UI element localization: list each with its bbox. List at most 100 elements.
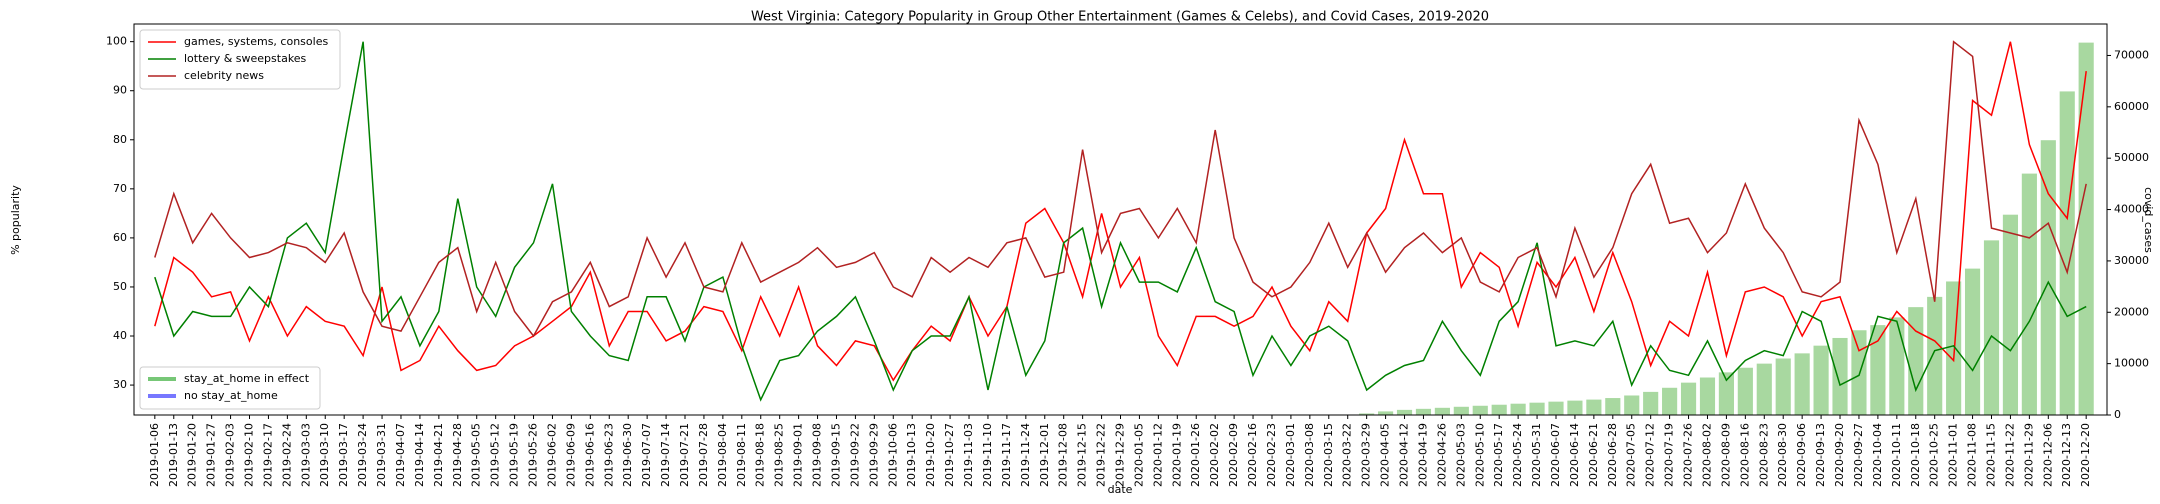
x-tick-label: 2019-08-18 [754,423,767,487]
covid-bar [2021,173,2037,415]
x-tick-label: 2019-02-10 [243,423,256,487]
covid-bar [1964,268,1981,415]
x-tick-label: 2019-01-27 [205,423,218,487]
covid-bar [1643,391,1659,415]
covid-bar [1567,400,1583,415]
x-tick-label: 2019-10-20 [924,423,937,487]
x-tick-label: 2019-02-17 [261,423,274,487]
x-tick-label: 2020-08-23 [1757,423,1770,487]
x-tick-label: 2019-02-03 [224,423,237,487]
x-tick-label: 2019-07-14 [659,423,672,487]
covid-bar [1680,382,1697,415]
y-tick-label: 50 [113,280,127,293]
covid-bar [1415,408,1432,415]
x-tick-label: 2020-01-12 [1151,423,1164,487]
x-tick-label: 2020-04-12 [1398,423,1411,487]
covid-bar [1378,411,1394,415]
x-tick-label: 2019-06-02 [545,423,558,487]
x-tick-label: 2019-03-10 [318,423,331,487]
x-tick-label: 2020-08-30 [1776,423,1789,487]
y2-tick-label: 0 [2114,408,2121,421]
covid-bar [2002,214,2019,415]
legend-label: no stay_at_home [184,389,278,402]
x-tick-label: 2020-04-19 [1416,423,1429,487]
x-tick-label: 2019-08-11 [735,423,748,487]
x-tick-label: 2019-05-26 [527,423,540,487]
x-tick-label: 2019-12-15 [1076,423,1089,487]
x-tick-label: 2019-03-24 [356,423,369,487]
x-tick-label: 2019-03-03 [299,423,312,487]
x-tick-label: 2020-10-18 [1909,423,1922,487]
x-tick-label: 2020-07-05 [1625,423,1638,487]
covid-bar [1699,377,1716,415]
y-tick-label: 60 [113,231,127,244]
x-tick-label: 2019-01-06 [148,423,161,487]
series-line [154,40,2087,338]
covid-bar [1851,330,1867,415]
x-tick-label: 2019-07-28 [697,423,710,487]
x-tick-label: 2020-04-05 [1379,423,1392,487]
legend-label: lottery & sweepstakes [184,52,307,65]
legend: games, systems, consoles lottery & sweeps… [139,29,341,90]
x-tick-label: 2019-06-23 [602,423,615,487]
x-tick-label: 2019-03-31 [375,423,388,487]
covid-bar [1434,407,1450,415]
x-tick-label: 2020-09-20 [1833,423,1846,487]
x-tick-label: 2019-06-16 [583,423,596,487]
covid-bar [1359,413,1375,415]
x-tick-label: 2019-11-03 [962,423,975,487]
x-tick-label: 2020-12-20 [2079,423,2092,487]
x-tick-label: 2019-07-21 [678,423,691,487]
covid-bar [1927,296,1943,415]
y-axis-label: % popularity [9,185,22,255]
covid-bar [1870,325,1886,415]
covid-bar [1662,387,1678,415]
y-tick-label: 100 [106,35,127,48]
x-tick-label: 2019-06-09 [564,423,577,487]
y2-tick-label: 50000 [2114,151,2149,164]
covid-bar [1718,372,1734,415]
x-tick-label: 2019-11-17 [1000,423,1013,487]
x-tick-label: 2020-02-16 [1246,423,1259,487]
x-tick-label: 2019-07-07 [640,423,653,487]
x-tick-label: 2019-08-04 [716,423,729,487]
x-tick-label: 2019-01-20 [186,423,199,487]
y2-axis-label: covid_cases [2142,187,2155,253]
x-tick-label: 2020-12-13 [2060,423,2073,487]
covid-bar [1832,337,1848,415]
x-tick-label: 2019-12-01 [1038,423,1051,487]
chart-title: West Virginia: Category Popularity in Gr… [751,10,1489,25]
covid-bar [1794,353,1810,415]
legend-label: games, systems, consoles [184,35,328,48]
x-tick-label: 2020-06-07 [1549,423,1562,487]
series-line [154,41,2087,402]
covid-bar [1946,281,1962,415]
x-tick-label: 2020-05-17 [1492,423,1505,487]
x-tick-label: 2019-03-17 [337,423,350,487]
covid-bar [1775,358,1791,415]
x-tick-label: 2019-09-22 [848,423,861,487]
x-tick-label: 2019-09-29 [867,423,880,487]
covid-bar [1491,404,1507,415]
covid-bar [1756,363,1772,415]
x-tick-label: 2020-03-01 [1284,423,1297,487]
x-tick-label: 2020-04-26 [1435,423,1448,487]
covid-bar [1396,409,1413,415]
covid-bar [2059,91,2075,416]
x-tick-label: 2020-01-19 [1170,423,1183,487]
x-tick-label: 2020-12-06 [2041,423,2054,487]
y-tick-label: 80 [113,133,127,146]
x-tick-label: 2020-11-29 [2022,423,2035,487]
x-tick-label: 2020-05-24 [1511,423,1524,487]
x-tick-label: 2020-10-11 [1890,423,1903,487]
x-tick-label: 2020-03-22 [1341,423,1354,487]
x-tick-label: 2020-03-15 [1322,423,1335,487]
x-tick-label: 2020-05-31 [1530,423,1543,487]
x-tick-label: 2020-02-23 [1265,423,1278,487]
legend: stay_at_home in effect no stay_at_home [139,366,321,410]
x-tick-label: 2020-11-22 [2003,423,2016,487]
x-tick-label: 2020-06-21 [1587,423,1600,487]
covid-bar [1908,307,1924,415]
x-tick-label: 2019-04-21 [432,423,445,487]
